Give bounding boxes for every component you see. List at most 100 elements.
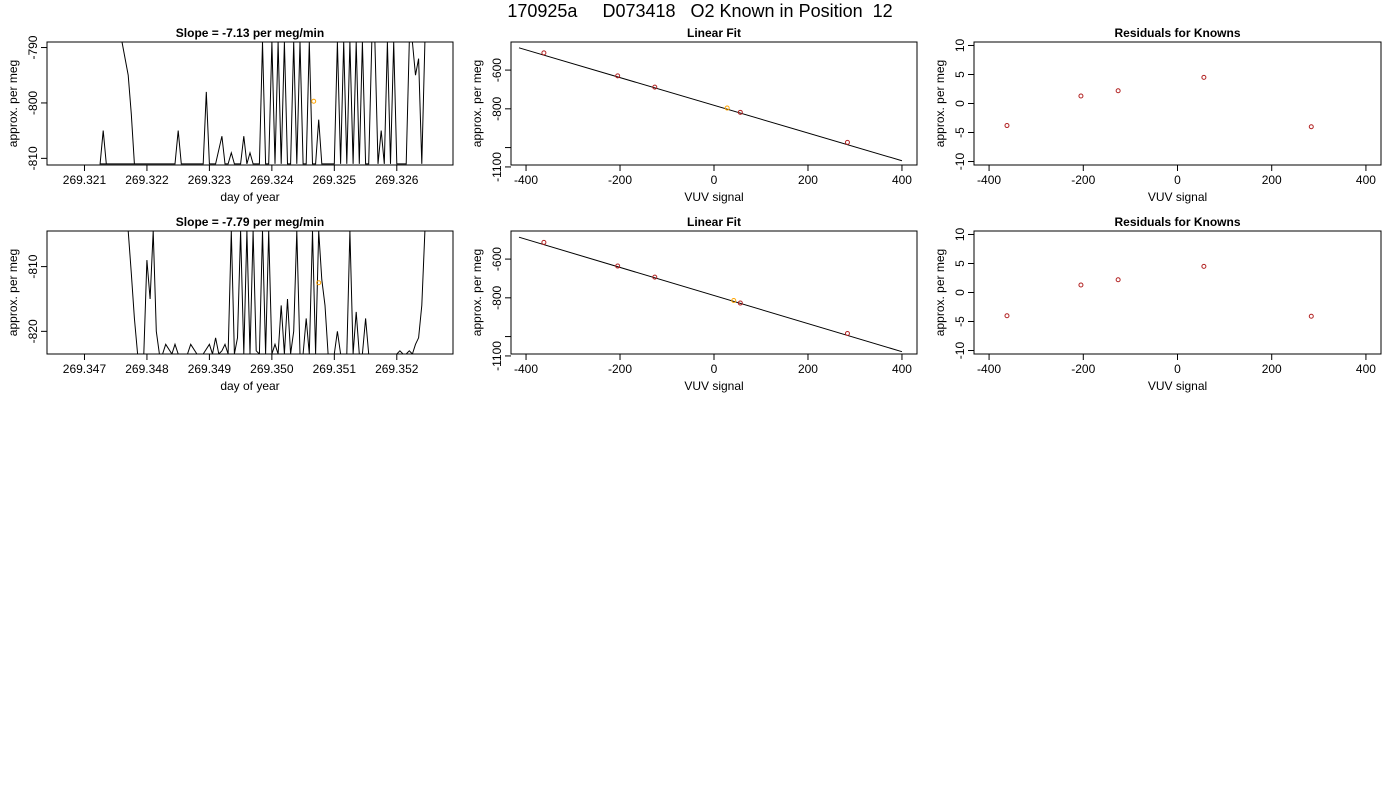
y-tick-label: -10 [953, 153, 967, 171]
trace-line [99, 42, 432, 165]
chart-fit-2: Linear Fit -400 -200 0 200 400 -600 -800 -1100 VU… [470, 215, 918, 393]
sample-point [311, 98, 317, 104]
known-point [652, 84, 658, 90]
y-tick-label: 5 [953, 71, 967, 78]
x-tick-label: -400 [977, 173, 1001, 187]
y-tick-label: -790 [26, 35, 40, 59]
y-tick-label: -820 [26, 319, 40, 343]
x-tick-label: -200 [1071, 362, 1095, 376]
known-point [1004, 313, 1010, 319]
plot-title: Residuals for Knowns [1114, 26, 1240, 40]
known-point [1004, 123, 1010, 129]
plot-title: Linear Fit [687, 215, 741, 229]
plot-area [518, 236, 903, 353]
y-axis-label: approx. per meg [933, 60, 947, 147]
x-tick-label: 269.347 [63, 362, 107, 376]
plot-title: Slope = -7.79 per meg/min [176, 215, 324, 229]
x-tick-label: 0 [1174, 173, 1181, 187]
plot-frame [46, 41, 454, 166]
x-axis-label: VUV signal [684, 379, 743, 393]
y-tick-label: 5 [953, 260, 967, 267]
x-axis-label: day of year [220, 379, 279, 393]
known-point [652, 274, 658, 280]
x-tick-label: 400 [1356, 362, 1376, 376]
trace-line [127, 231, 426, 354]
x-tick-label: 400 [1356, 173, 1376, 187]
x-axis-label: VUV signal [1148, 190, 1207, 204]
plot-title: Residuals for Knowns [1114, 215, 1240, 229]
y-tick-label: -810 [26, 146, 40, 170]
y-tick-label: 10 [953, 38, 967, 52]
known-point [1201, 74, 1207, 80]
y-tick-label: -810 [26, 254, 40, 278]
plot-title: Slope = -7.13 per meg/min [176, 26, 324, 40]
known-point [541, 239, 547, 245]
plot-area [518, 47, 903, 162]
chart-resid-1: Residuals for Knowns -400 -200 0 200 400 10 5 0 -… [933, 26, 1382, 204]
sample-point [316, 280, 322, 286]
known-point [1308, 124, 1314, 130]
x-tick-label: 269.323 [188, 173, 232, 187]
y-axis-label: approx. per meg [933, 249, 947, 336]
x-tick-label: 269.321 [63, 173, 107, 187]
y-axis-label: approx. per meg [6, 249, 20, 336]
x-tick-label: 400 [892, 362, 912, 376]
x-tick-label: -200 [608, 362, 632, 376]
plot-area [99, 42, 432, 165]
plot-area [127, 231, 426, 354]
x-tick-label: 269.324 [250, 173, 294, 187]
y-tick-label: -800 [490, 96, 504, 120]
plot-frame [973, 230, 1382, 355]
y-axis-label: approx. per meg [470, 249, 484, 336]
x-tick-label: 269.322 [125, 173, 169, 187]
x-tick-label: 0 [1174, 362, 1181, 376]
x-tick-label: -400 [514, 173, 538, 187]
y-tick-label: -600 [490, 247, 504, 271]
x-tick-label: -200 [608, 173, 632, 187]
y-tick-label: 10 [953, 227, 967, 241]
y-tick-label: -10 [953, 342, 967, 360]
chart-fit-1: Linear Fit -400 -200 0 200 400 -600 -800 -1100 VU… [470, 26, 918, 204]
x-tick-label: -400 [977, 362, 1001, 376]
y-tick-label: -600 [490, 58, 504, 82]
known-point [615, 263, 621, 269]
known-point [1308, 313, 1314, 319]
x-tick-label: 0 [711, 173, 718, 187]
known-point [844, 330, 850, 336]
y-tick-label: -800 [26, 91, 40, 115]
y-tick-label: 0 [953, 289, 967, 296]
plot-area [1004, 263, 1314, 319]
x-tick-label: 200 [1262, 362, 1282, 376]
y-tick-label: -1100 [490, 152, 504, 182]
x-tick-label: 200 [798, 173, 818, 187]
plot-area [1004, 74, 1314, 130]
known-point [1078, 93, 1084, 99]
known-point [1201, 263, 1207, 269]
x-axis-label: VUV signal [1148, 379, 1207, 393]
x-tick-label: 200 [798, 362, 818, 376]
x-tick-label: 269.325 [313, 173, 357, 187]
fit-line [518, 236, 903, 353]
known-point [737, 109, 743, 115]
x-tick-label: 269.352 [375, 362, 419, 376]
sample-point [724, 105, 730, 111]
x-tick-label: 400 [892, 173, 912, 187]
x-tick-label: 269.349 [188, 362, 232, 376]
known-point [737, 300, 743, 306]
known-point [1078, 282, 1084, 288]
y-axis-label: approx. per meg [470, 60, 484, 147]
x-tick-label: -200 [1071, 173, 1095, 187]
x-axis-label: day of year [220, 190, 279, 204]
plot-frame [510, 230, 918, 355]
y-axis-label: approx. per meg [6, 60, 20, 147]
x-tick-label: 200 [1262, 173, 1282, 187]
chart-resid-2: Residuals for Knowns -400 -200 0 200 400 10 5 0 -… [933, 215, 1382, 393]
plot-frame [46, 230, 454, 355]
x-tick-label: -400 [514, 362, 538, 376]
x-tick-label: 269.350 [250, 362, 294, 376]
y-tick-label: 0 [953, 100, 967, 107]
known-point [541, 50, 547, 56]
known-point [844, 139, 850, 145]
x-tick-label: 0 [711, 362, 718, 376]
